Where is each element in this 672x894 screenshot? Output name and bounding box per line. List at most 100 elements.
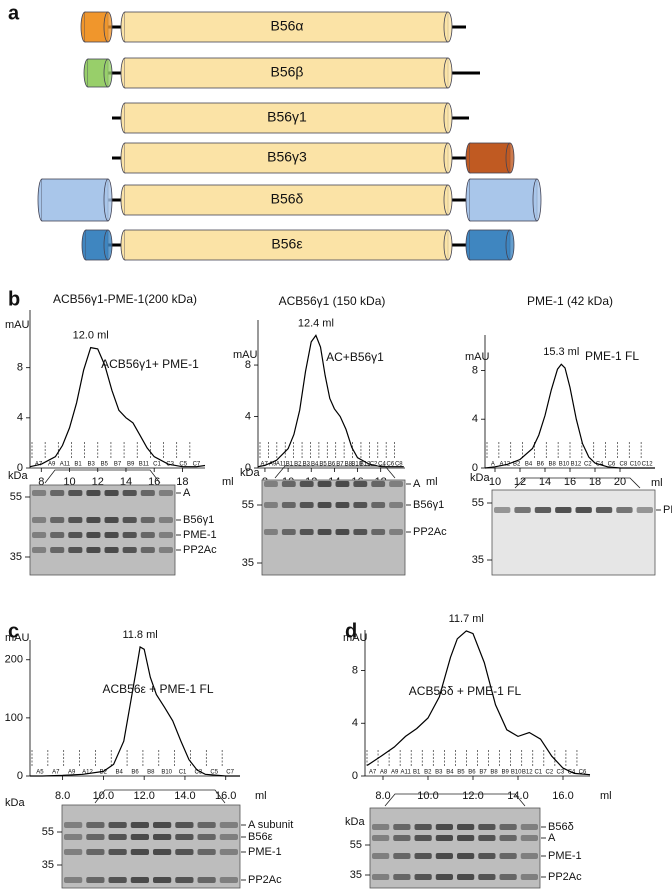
peak-label: 12.4 ml	[298, 317, 334, 329]
gel-band	[175, 877, 194, 883]
gel-band	[353, 502, 368, 508]
marker-label: 35	[242, 557, 254, 569]
gel-band	[130, 849, 149, 855]
fraction-label: C1	[153, 462, 161, 468]
gel-band	[50, 547, 65, 553]
gel-band	[393, 835, 411, 841]
fraction-label: B8	[345, 462, 353, 468]
x-tick-label: 14.0	[174, 790, 195, 802]
cylinder-face	[443, 184, 453, 216]
gel-band	[86, 532, 101, 538]
gel-band	[86, 834, 105, 840]
cylinder-face	[443, 57, 453, 89]
gel-band	[104, 490, 119, 496]
marker-label: 35	[42, 859, 54, 871]
fraction-label: C2	[584, 462, 592, 468]
fraction-label: C7	[193, 462, 201, 468]
panel-label: c	[8, 620, 19, 642]
gel-band	[499, 835, 517, 841]
band-label: PME-1	[663, 504, 672, 516]
fraction-label: B4	[525, 462, 533, 468]
y-tick-label: 8	[472, 364, 478, 376]
fraction-label: B4	[311, 462, 319, 468]
fraction-label: A12	[82, 770, 93, 776]
gel-band	[219, 877, 238, 883]
fraction-label: B6	[131, 770, 139, 776]
marker-label: 55	[42, 826, 54, 838]
gel-unit: kDa	[470, 472, 490, 484]
gel-band	[264, 529, 278, 535]
gel-band	[50, 517, 65, 523]
cylinder-cover	[125, 12, 128, 42]
y-axis-label: mAU	[343, 632, 368, 644]
fraction-label: B3	[303, 462, 311, 468]
gel-band	[32, 532, 47, 538]
cylinder	[124, 57, 449, 89]
fraction-label: B12	[571, 462, 582, 468]
gel-band	[86, 490, 101, 496]
gel-band	[372, 853, 390, 859]
y-tick-label: 100	[5, 712, 23, 724]
cylinder	[41, 178, 109, 222]
fraction-label: C2	[545, 770, 553, 776]
cylinder-cover	[470, 230, 473, 260]
chart-annotation: PME-1 FL	[585, 349, 639, 363]
gel-unit: kDa	[8, 470, 28, 482]
gel-band	[158, 517, 173, 523]
gel-band	[575, 507, 592, 513]
fraction-label: C7	[226, 770, 234, 776]
fraction-label: A8	[380, 770, 388, 776]
gel-band	[104, 517, 119, 523]
gel-band	[389, 502, 403, 508]
fraction-label: B2	[294, 462, 302, 468]
gel-band	[140, 517, 155, 523]
gel-band	[371, 481, 386, 487]
gel-unit: kDa	[5, 797, 25, 809]
fraction-label: B10	[161, 770, 172, 776]
gel-band	[68, 490, 83, 496]
fraction-label: B1	[413, 770, 421, 776]
gel-band	[499, 853, 517, 859]
gel-band	[514, 507, 531, 513]
band-label: B56γ1	[413, 499, 444, 511]
fraction-label: A11	[60, 462, 71, 468]
y-tick-label: 8	[17, 362, 23, 374]
peak-label: 11.7 ml	[449, 613, 484, 625]
gel-band	[371, 502, 386, 508]
gel-band	[457, 853, 475, 859]
cylinder-cover	[42, 179, 45, 221]
fraction-label: B10	[511, 770, 522, 776]
y-axis-label: mAU	[5, 319, 30, 331]
cylinder-face	[103, 58, 113, 88]
y-tick-label: 200	[5, 654, 23, 666]
y-tick-label: 4	[472, 413, 478, 425]
fraction-label: B5	[101, 462, 109, 468]
fraction-label: B5	[319, 462, 327, 468]
gel-band	[158, 547, 173, 553]
marker-label: 55	[350, 839, 362, 851]
marker-label: 55	[10, 491, 22, 503]
gel-band	[32, 517, 47, 523]
fraction-label: C6	[608, 462, 616, 468]
band-label: PME-1	[183, 529, 217, 541]
gel-band	[299, 529, 314, 535]
chart-annotation: ACB56γ1+ PME-1	[101, 357, 199, 371]
y-axis-label: mAU	[465, 351, 490, 363]
peak-label: 11.8 ml	[122, 629, 157, 641]
chromatogram-line	[30, 646, 240, 777]
gel	[261, 479, 406, 576]
fraction-label: C5	[210, 770, 218, 776]
gel-band	[478, 824, 496, 830]
band-label: PP2Ac	[183, 544, 217, 556]
cylinder-face	[103, 178, 113, 222]
chart-title: PME-1 (42 kDa)	[527, 294, 613, 308]
gel-band	[158, 490, 173, 496]
fraction-label: B3	[435, 770, 443, 776]
gel-band	[86, 849, 105, 855]
fraction-label: B11	[139, 462, 150, 468]
gel-band	[534, 507, 552, 513]
gel-band	[372, 874, 390, 880]
cylinder-cover	[125, 230, 128, 260]
fraction-label: C1	[534, 770, 542, 776]
